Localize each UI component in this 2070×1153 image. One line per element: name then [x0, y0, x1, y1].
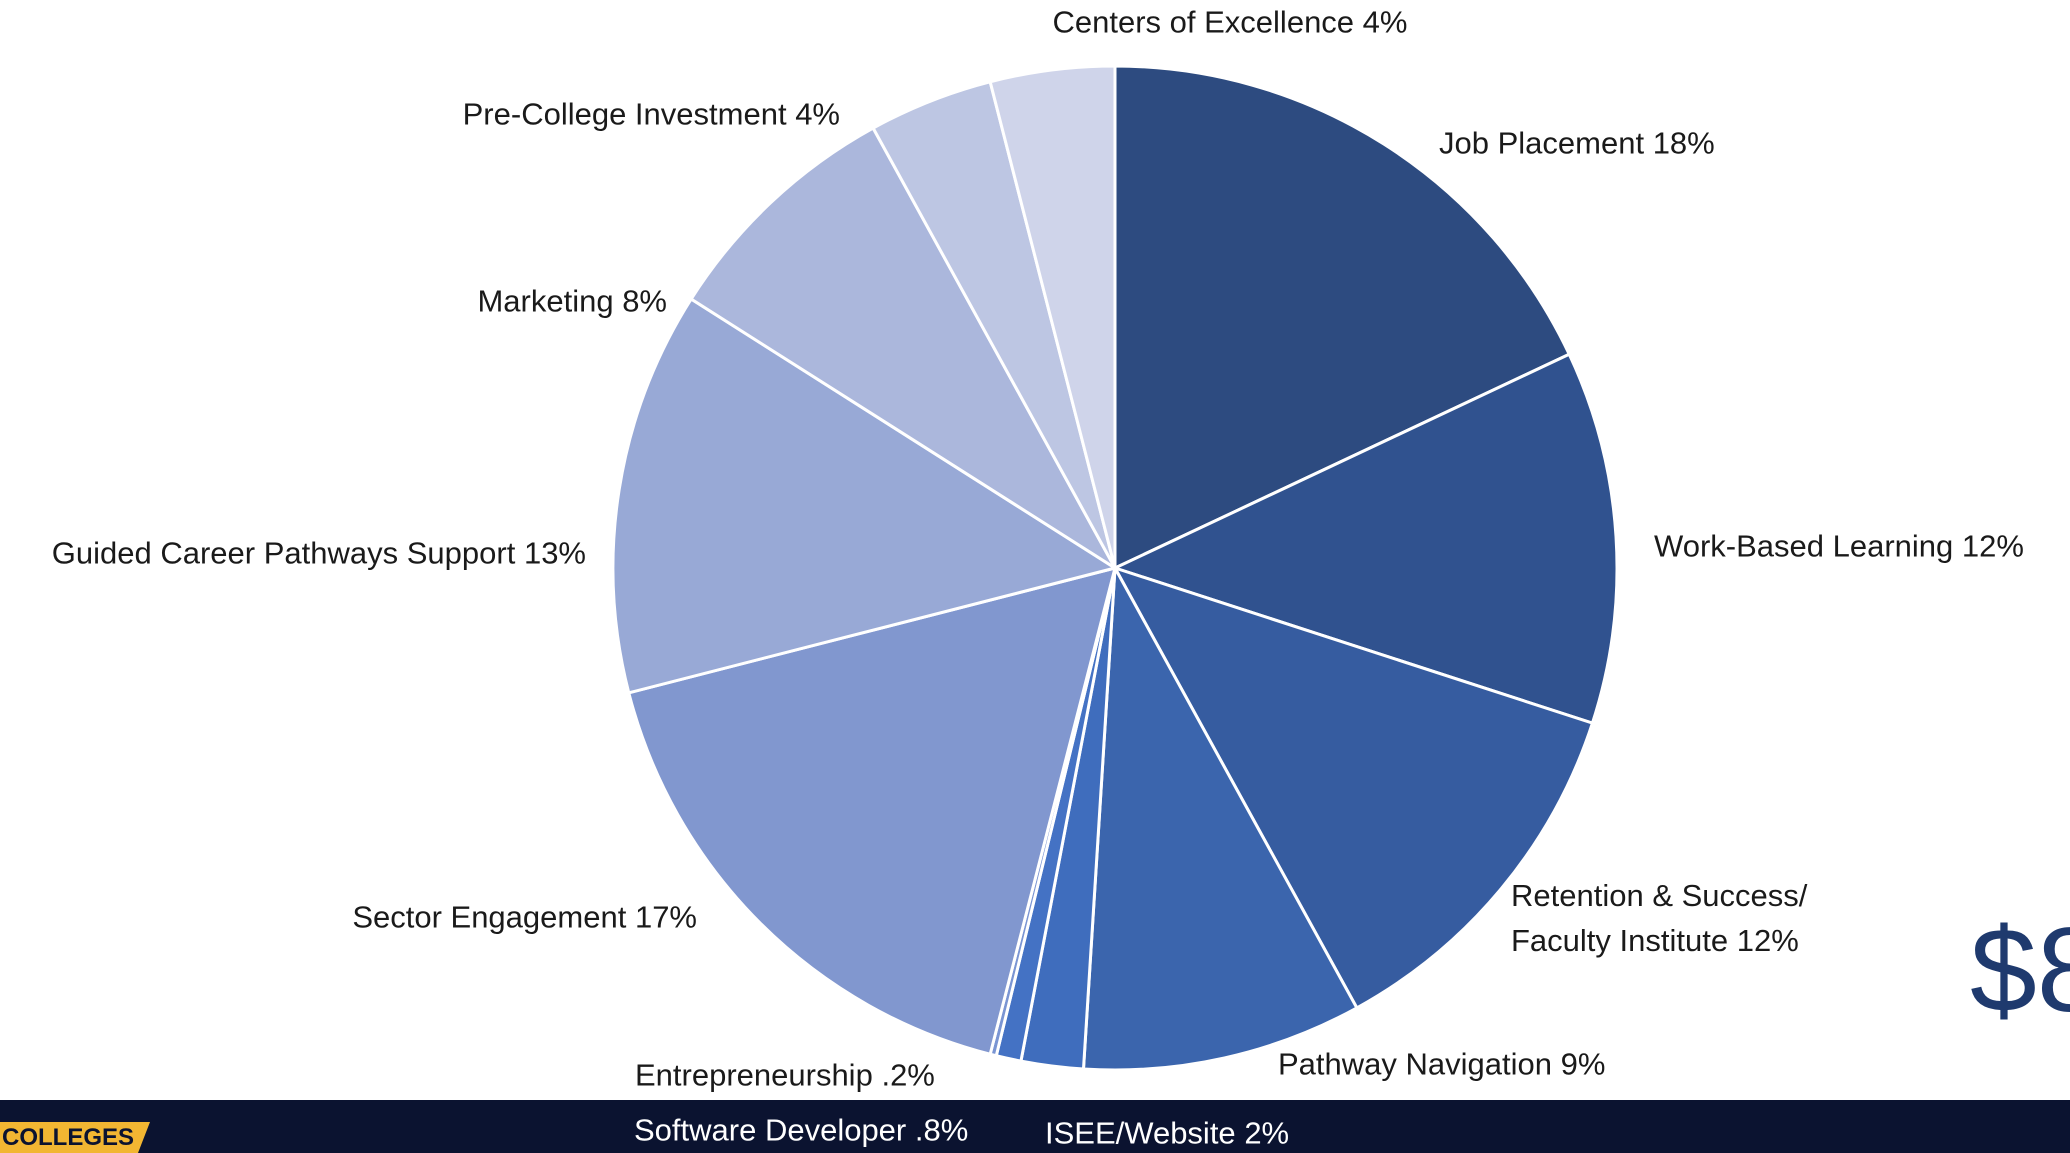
- slice-name: Retention & Success/ Faculty Institute: [1511, 878, 1808, 958]
- slice-value: 2%: [1244, 1115, 1290, 1151]
- slice-label: Job Placement 18%: [1439, 121, 1715, 166]
- slice-label: Guided Career Pathways Support 13%: [52, 531, 586, 576]
- pie-slice: [626, 565, 1118, 1057]
- slice-value: .2%: [881, 1057, 935, 1093]
- slice-name: Job Placement: [1439, 125, 1645, 161]
- pie-slice: [1111, 565, 1595, 1010]
- slice-name: ISEE/Website: [1045, 1115, 1236, 1151]
- slice-label: Pre-College Investment 4%: [463, 92, 840, 137]
- footer-bar: [0, 1100, 2070, 1153]
- side-text: $8: [1970, 903, 2070, 1037]
- slice-value: 18%: [1652, 125, 1715, 161]
- slice-label: Pathway Navigation 9%: [1278, 1042, 1605, 1087]
- slice-value: .8%: [914, 1112, 969, 1148]
- slice-label: Centers of Excellence 4%: [1053, 0, 1408, 45]
- pie-slice: [988, 64, 1117, 569]
- pie-slice: [1081, 562, 1359, 1072]
- slice-name: Pathway Navigation: [1278, 1046, 1552, 1082]
- slice-value: 13%: [523, 535, 586, 571]
- slice-name: Marketing: [477, 283, 614, 319]
- slice-name: Centers of Excellence: [1052, 4, 1355, 40]
- slice-label: ISEE/Website 2%: [1045, 1111, 1289, 1153]
- slice-value: 12%: [1961, 528, 2024, 564]
- pie-slice: [689, 126, 1117, 570]
- slice-name: Work-Based Learning: [1654, 528, 1954, 564]
- footer-logo: COLLEGES: [0, 1122, 150, 1153]
- pie-slice: [1113, 64, 1572, 571]
- slice-name: Pre-College Investment: [462, 96, 787, 132]
- slice-value: 8%: [622, 283, 667, 319]
- slice-value: 17%: [634, 899, 697, 935]
- slice-name: Guided Career Pathways Support: [51, 535, 516, 571]
- slice-label: Sector Engagement 17%: [352, 895, 697, 940]
- slice-value: 9%: [1560, 1046, 1606, 1082]
- slice-label: Retention & Success/ Faculty Institute 1…: [1511, 873, 1851, 963]
- pie-slice: [611, 296, 1119, 695]
- slice-label: Entrepreneurship .2%: [635, 1053, 935, 1098]
- slice-value: 12%: [1736, 923, 1799, 958]
- slice-label: Marketing 8%: [477, 279, 667, 324]
- slice-value: 4%: [1362, 4, 1408, 40]
- slice-label: Software Developer .8%: [634, 1108, 968, 1153]
- slice-name: Software Developer: [634, 1112, 915, 1148]
- slice-label: Work-Based Learning 12%: [1654, 524, 2024, 569]
- slice-name: Sector Engagement: [352, 899, 627, 935]
- pie-slice: [1110, 352, 1619, 726]
- slice-value: 4%: [795, 96, 840, 132]
- slice-name: Entrepreneurship: [635, 1057, 873, 1093]
